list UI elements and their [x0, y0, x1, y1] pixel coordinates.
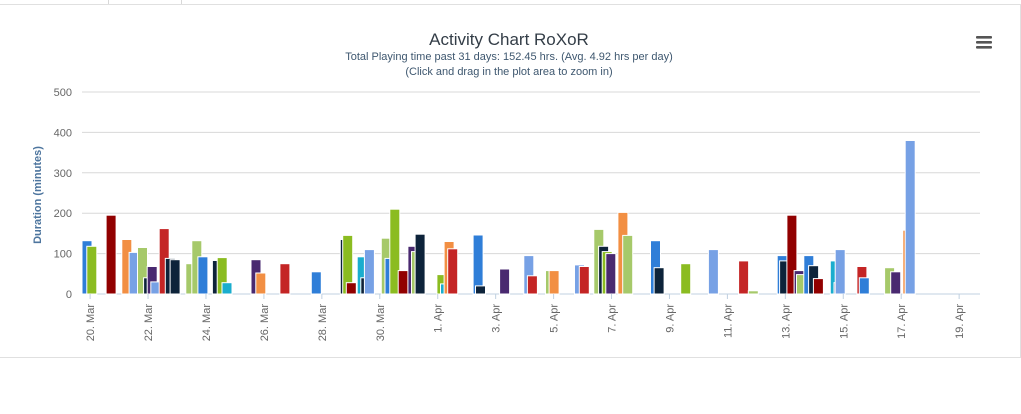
- x-tick-label: 5. Apr: [549, 304, 561, 333]
- bar[interactable]: [310, 271, 322, 295]
- x-tick-label: 9. Apr: [664, 304, 676, 333]
- y-tick-label: 0: [66, 289, 72, 301]
- bar[interactable]: [499, 268, 511, 295]
- chart-frame: Activity Chart RoXoR Total Playing time …: [0, 4, 1021, 358]
- bar[interactable]: [86, 245, 98, 295]
- bar[interactable]: [578, 266, 590, 295]
- x-tick-label: 1. Apr: [433, 304, 445, 333]
- x-tick-label: 11. Apr: [722, 304, 734, 338]
- x-tick-label: 22. Mar: [143, 304, 155, 342]
- bar[interactable]: [834, 249, 846, 295]
- x-tick-label: 26. Mar: [259, 304, 271, 342]
- bar[interactable]: [475, 285, 486, 295]
- x-axis-ticks: 20. Mar 22. Mar 24. Mar 26. Mar 28. Mar 30. M…: [85, 294, 966, 341]
- hamburger-menu-icon[interactable]: [975, 34, 993, 50]
- bar[interactable]: [472, 234, 484, 295]
- y-axis-ticks: 0 100 200 300 400 500: [54, 87, 72, 301]
- bar[interactable]: [605, 253, 617, 295]
- bar[interactable]: [738, 260, 750, 295]
- y-tick-label: 100: [54, 249, 72, 261]
- chart-subtitle-hint: (Click and drag in the plot area to zoom…: [405, 66, 612, 78]
- bars: [81, 140, 916, 295]
- bar[interactable]: [548, 270, 560, 295]
- bar[interactable]: [622, 234, 634, 295]
- bar[interactable]: [279, 263, 291, 295]
- bar[interactable]: [221, 282, 233, 295]
- bar[interactable]: [890, 271, 902, 295]
- y-tick-label: 200: [54, 208, 72, 220]
- bar[interactable]: [858, 277, 870, 295]
- x-tick-label: 17. Apr: [896, 304, 908, 339]
- chart-subtitle: Total Playing time past 31 days: 152.45 …: [345, 51, 673, 63]
- x-tick-label: 24. Mar: [201, 304, 213, 342]
- bar[interactable]: [786, 214, 798, 295]
- bar[interactable]: [197, 256, 209, 295]
- x-tick-label: 20. Mar: [85, 304, 97, 342]
- x-tick-label: 13. Apr: [780, 304, 792, 339]
- chart-title: Activity Chart RoXoR: [429, 30, 589, 49]
- bar[interactable]: [680, 263, 692, 295]
- y-tick-label: 400: [54, 127, 72, 139]
- bar[interactable]: [169, 259, 181, 295]
- bar[interactable]: [414, 233, 426, 295]
- x-tick-label: 30. Mar: [375, 304, 387, 342]
- bar[interactable]: [812, 278, 824, 295]
- activity-chart[interactable]: Activity Chart RoXoR Total Playing time …: [0, 5, 1021, 359]
- y-axis-title: Duration (minutes): [32, 146, 44, 244]
- x-tick-label: 19. Apr: [954, 304, 966, 339]
- bar[interactable]: [447, 248, 459, 295]
- bar[interactable]: [904, 140, 916, 295]
- x-tick-label: 7. Apr: [607, 304, 619, 333]
- bar[interactable]: [653, 267, 665, 295]
- bar[interactable]: [707, 249, 719, 295]
- y-tick-label: 500: [54, 87, 72, 99]
- bar[interactable]: [389, 208, 401, 295]
- bar[interactable]: [363, 249, 375, 295]
- bar[interactable]: [526, 275, 538, 295]
- bar[interactable]: [105, 214, 117, 295]
- x-tick-label: 3. Apr: [491, 304, 503, 333]
- bar[interactable]: [255, 272, 267, 295]
- bar[interactable]: [345, 282, 357, 295]
- x-tick-label: 15. Apr: [838, 304, 850, 339]
- y-tick-label: 300: [54, 168, 72, 180]
- bar[interactable]: [747, 290, 759, 295]
- bar[interactable]: [397, 270, 409, 295]
- x-tick-label: 28. Mar: [317, 304, 329, 342]
